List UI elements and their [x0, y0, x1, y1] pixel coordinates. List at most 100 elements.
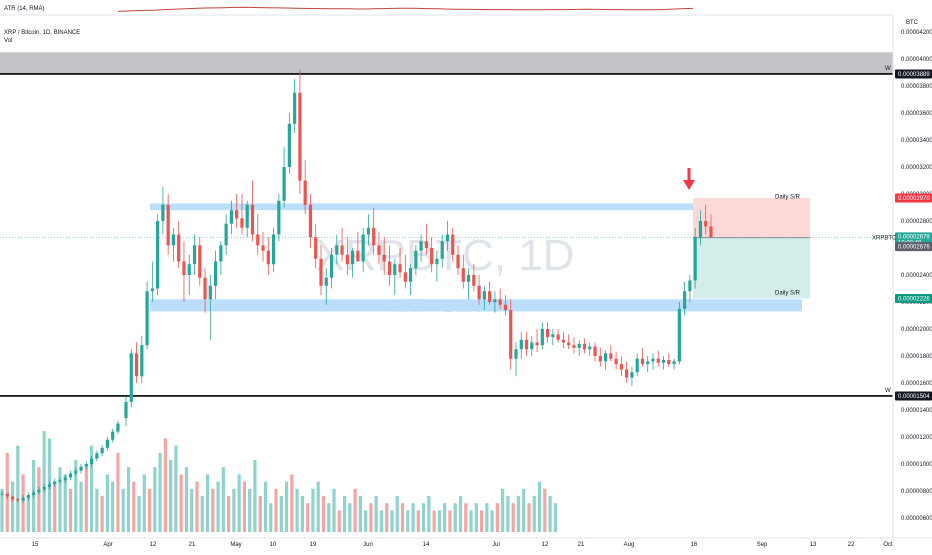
candle-body — [58, 480, 62, 482]
volume-bar — [400, 503, 405, 532]
volume-bar — [279, 496, 283, 532]
candle-body — [105, 439, 109, 448]
candle-body — [551, 334, 555, 338]
atr-pane — [0, 6, 893, 16]
candle-body — [519, 339, 523, 350]
candle-body — [466, 275, 471, 282]
volume-bar — [527, 503, 531, 532]
volume-bar — [174, 445, 178, 532]
volume-bar — [548, 496, 552, 532]
candle-body — [635, 358, 639, 373]
volume-bar — [263, 481, 268, 532]
volume-bar — [111, 481, 115, 532]
candle-body — [235, 210, 239, 219]
volume-bar — [506, 496, 510, 532]
price-axis[interactable]: 0.00004200 0.00004000 0.00003800 0.00003600… — [892, 15, 932, 538]
volume-bar — [448, 510, 452, 532]
volume-bar — [290, 474, 294, 532]
volume-bar — [95, 488, 99, 532]
candle-body — [129, 353, 133, 402]
candle-body — [588, 346, 592, 350]
volume-bar — [511, 503, 515, 532]
price-axis-tick: 0.00002200 — [901, 300, 932, 306]
candle-body — [314, 237, 318, 259]
candle-body — [424, 241, 428, 248]
candle-body — [84, 464, 88, 467]
candle-body — [298, 92, 302, 181]
candle-body — [74, 470, 78, 474]
volume-bar — [79, 481, 83, 532]
candle-body — [47, 484, 52, 487]
badge-support: 0.00001504 — [895, 391, 932, 401]
candle-body — [219, 245, 223, 262]
volume-bar — [84, 467, 88, 532]
volume-bar — [105, 474, 109, 532]
candle-body — [37, 489, 41, 493]
volume-bar — [358, 496, 362, 532]
candle-body — [340, 245, 344, 255]
volume-bar — [332, 488, 336, 532]
badge-resistance-text: 0.00003889 — [898, 72, 930, 78]
volume-bar — [543, 488, 547, 532]
candle-body — [256, 234, 260, 246]
volume-bar — [537, 481, 542, 532]
price-axis-tick: 0.00002400 — [901, 273, 932, 279]
volume-bar — [458, 496, 463, 532]
badge-stop-text: 0.00002226 — [898, 296, 930, 302]
badge-support-text: 0.00001504 — [898, 394, 930, 400]
candle-body — [366, 227, 371, 235]
candle-body — [524, 339, 529, 350]
candle-body — [229, 210, 233, 224]
candle-body — [598, 356, 602, 362]
daily-sr-upper-label: Daily S/R — [775, 194, 801, 200]
volume-bar — [274, 488, 278, 532]
volume-bar — [422, 503, 426, 532]
time-axis-tick: 22 — [848, 542, 855, 548]
volume-bar — [211, 488, 215, 532]
volume-bar — [374, 496, 378, 532]
candle-body — [124, 401, 128, 419]
watermark-symbol: XRPBTC, 1D — [315, 231, 574, 280]
volume-bar — [501, 488, 505, 532]
time-axis-tick: 10 — [270, 542, 277, 548]
volume-bar — [395, 496, 399, 532]
candle-body — [387, 261, 392, 275]
time-axis-tick: Aug — [624, 542, 635, 548]
candle-body — [145, 291, 149, 346]
symbol-title: XRP / Bitcoin, 1D, BINANCE — [4, 30, 80, 36]
candle-body — [493, 299, 497, 302]
candle-body — [709, 226, 713, 238]
volume-bar — [479, 510, 484, 532]
candle-body — [271, 234, 276, 265]
volume-bar — [126, 467, 131, 532]
position-stop-area[interactable] — [693, 237, 810, 299]
time-axis-tick: 14 — [423, 542, 430, 548]
candle-body — [456, 254, 460, 269]
badge-target-text: 0.00002970 — [898, 196, 930, 202]
volume-bar — [248, 488, 252, 532]
candle-body — [187, 264, 191, 275]
candle-body — [287, 123, 291, 167]
candle-body — [509, 310, 513, 359]
candle-body — [111, 431, 115, 440]
time-axis-tick: 15 — [32, 542, 39, 548]
candle-body — [451, 234, 455, 255]
candle-body — [156, 221, 160, 289]
candle-body — [577, 343, 581, 348]
volume-bar — [253, 460, 257, 532]
volume-bar — [327, 503, 331, 532]
candle-body — [203, 277, 207, 300]
price-axis-tick: 0.00003400 — [901, 138, 932, 144]
price-axis-tick: 0.00001800 — [901, 354, 932, 360]
candle-body — [482, 291, 486, 300]
atr-line — [117, 6, 694, 12]
time-axis[interactable]: 15 Apr 12 21 May 10 19 Jun 14 Jul 12 21 Aug 16 Sep 13 22… — [0, 537, 932, 548]
candle-body — [240, 218, 244, 228]
badge-entry-text: 0.00002676 — [898, 245, 930, 251]
atr-indicator-label: ATR (14, RMA) — [4, 6, 45, 12]
candle-body — [408, 268, 413, 282]
candle-body — [461, 268, 465, 282]
volume-bar — [216, 481, 220, 532]
